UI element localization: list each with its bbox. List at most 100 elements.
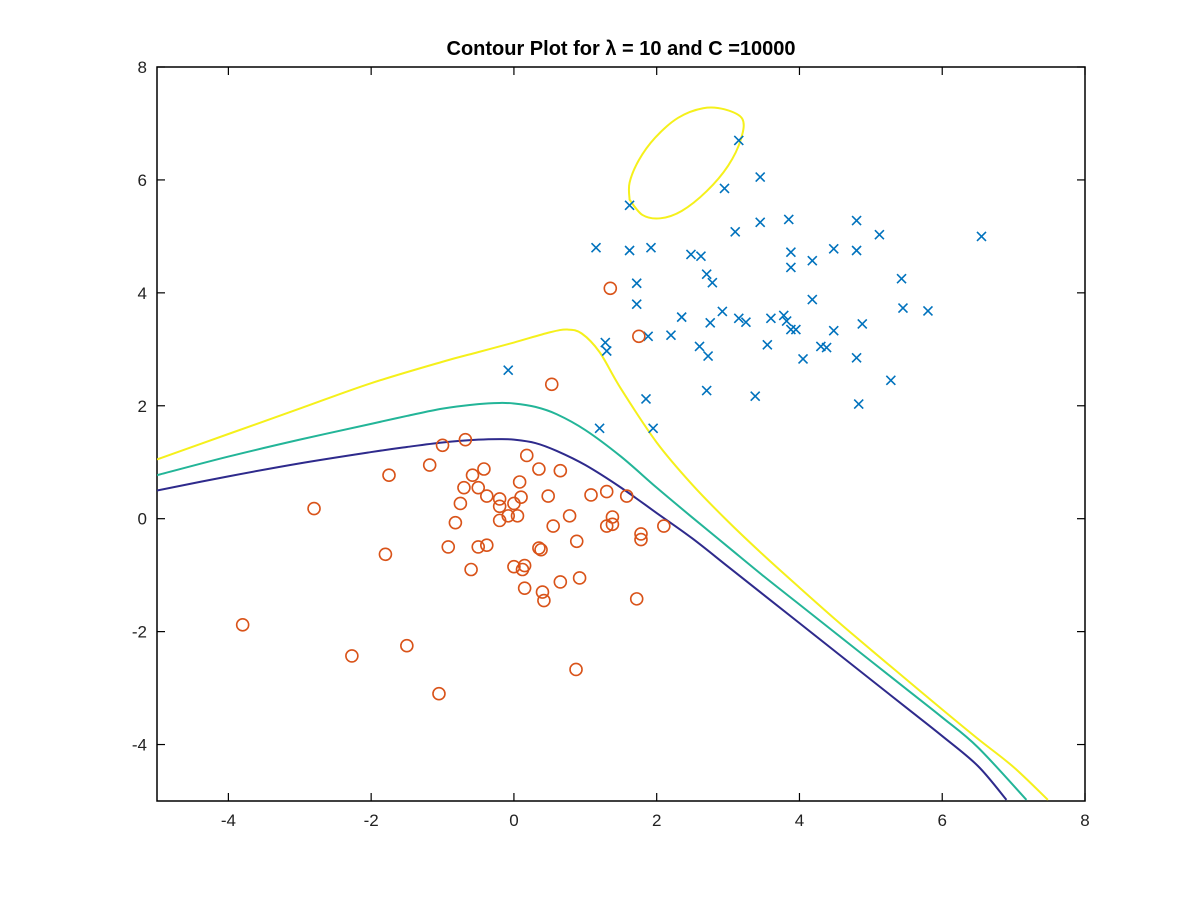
x-tick-label: -2 xyxy=(364,811,379,830)
x-marker-point xyxy=(640,393,652,405)
x-marker-point xyxy=(821,342,832,353)
circle-marker-point xyxy=(435,438,450,453)
circle-marker-point xyxy=(507,496,521,511)
x-marker-point xyxy=(705,317,716,328)
x-marker-point xyxy=(600,337,611,348)
x-marker-point xyxy=(781,316,792,327)
x-marker-point xyxy=(807,255,818,266)
circle-marker-point xyxy=(479,489,494,503)
contour-line-0 xyxy=(157,438,1008,801)
circle-marker-point xyxy=(471,480,486,495)
circle-marker-point xyxy=(657,519,671,533)
circle-marker-point xyxy=(569,662,583,677)
axis-ticks: -4 -2 0 2 4 6 8 -4 -2 0 2 4 6 8 xyxy=(132,58,1090,830)
circle-marker-point xyxy=(532,541,546,555)
x-marker-point xyxy=(750,391,761,402)
x-marker-point xyxy=(594,423,605,434)
x-marker-point xyxy=(897,303,909,314)
x-marker-point xyxy=(685,249,697,260)
circle-marker-point xyxy=(422,458,437,472)
circle-marker-point xyxy=(492,499,507,514)
x-marker-point xyxy=(762,339,773,350)
x-marker-point xyxy=(922,305,934,316)
x-marker-point xyxy=(896,273,907,284)
x-marker-point xyxy=(755,172,766,183)
circle-marker-point xyxy=(507,559,521,574)
x-marker-point xyxy=(631,299,642,310)
circle-marker-point xyxy=(619,489,634,503)
y-tick-label: 4 xyxy=(138,284,147,303)
circle-marker-point xyxy=(605,517,620,532)
circle-marker-point xyxy=(634,532,648,547)
circle-marker-point xyxy=(603,281,618,296)
contour-line-3 xyxy=(627,106,745,220)
x-marker-point xyxy=(851,352,862,363)
plot-area xyxy=(156,66,1086,802)
x-marker-point xyxy=(733,135,744,146)
circle-marker-point xyxy=(432,686,446,701)
circle-marker-point xyxy=(382,468,396,483)
circle-marker-point xyxy=(535,585,550,599)
x-marker-point xyxy=(853,399,864,410)
circle-marker-point xyxy=(634,527,648,541)
circle-marker-point xyxy=(534,542,548,557)
circle-marker-point xyxy=(471,540,486,554)
x-marker-point xyxy=(665,330,677,341)
contour-lines xyxy=(157,106,1049,801)
x-marker-point xyxy=(797,353,809,364)
circle-marker-point xyxy=(448,515,463,530)
x-marker-point xyxy=(694,341,705,352)
circle-marker-point xyxy=(492,513,507,528)
chart-title: Contour Plot for λ = 10 and C =10000 xyxy=(447,38,796,60)
x-marker-point xyxy=(695,251,707,262)
circle-marker-point xyxy=(537,593,551,608)
circle-marker-point xyxy=(572,571,587,585)
x-marker-point xyxy=(701,385,712,396)
circle-marker-point xyxy=(532,462,546,476)
x-marker-point xyxy=(733,313,744,324)
y-tick-label: 0 xyxy=(138,510,147,529)
x-marker-point xyxy=(707,277,718,288)
x-marker-point xyxy=(730,226,741,237)
x-tick-label: 2 xyxy=(652,811,661,830)
x-marker-point xyxy=(828,243,839,254)
x-marker-point xyxy=(624,245,635,256)
circle-marker-point xyxy=(501,509,516,523)
x-tick-label: -4 xyxy=(221,811,236,830)
x-marker-point xyxy=(851,215,862,226)
x-tick-label: 8 xyxy=(1080,811,1089,830)
circle-marker-point xyxy=(517,581,532,595)
x-marker-point xyxy=(807,294,818,305)
circle-marker-point xyxy=(629,592,644,606)
circle-marker-point xyxy=(464,562,478,577)
y-tick-label: -2 xyxy=(132,623,147,642)
x-marker-point xyxy=(601,345,612,357)
contour-line-1 xyxy=(157,401,1028,801)
data-points xyxy=(235,135,987,701)
x-marker-point xyxy=(785,247,796,258)
circle-marker-point xyxy=(584,488,598,502)
x-marker-point xyxy=(790,324,801,335)
circle-marker-point xyxy=(544,377,559,392)
circle-marker-point xyxy=(515,562,530,577)
x-marker-point xyxy=(703,351,714,362)
x-marker-point xyxy=(740,317,751,328)
x-marker-point xyxy=(874,229,885,240)
y-tick-label: -4 xyxy=(132,736,147,755)
x-marker-point xyxy=(828,325,839,336)
x-marker-point xyxy=(701,269,712,280)
circle-marker-point xyxy=(479,538,494,553)
x-marker-point xyxy=(976,231,987,242)
circle-marker-point xyxy=(599,484,614,499)
x-marker-point xyxy=(624,200,635,211)
x-marker-point xyxy=(851,245,862,256)
circle-marker-point xyxy=(453,496,468,511)
x-marker-point xyxy=(778,310,789,321)
circle-marker-point xyxy=(307,501,321,516)
x-tick-label: 0 xyxy=(509,811,518,830)
circle-marker-point xyxy=(400,638,414,653)
y-tick-label: 8 xyxy=(138,58,147,77)
circle-marker-point xyxy=(378,547,393,562)
